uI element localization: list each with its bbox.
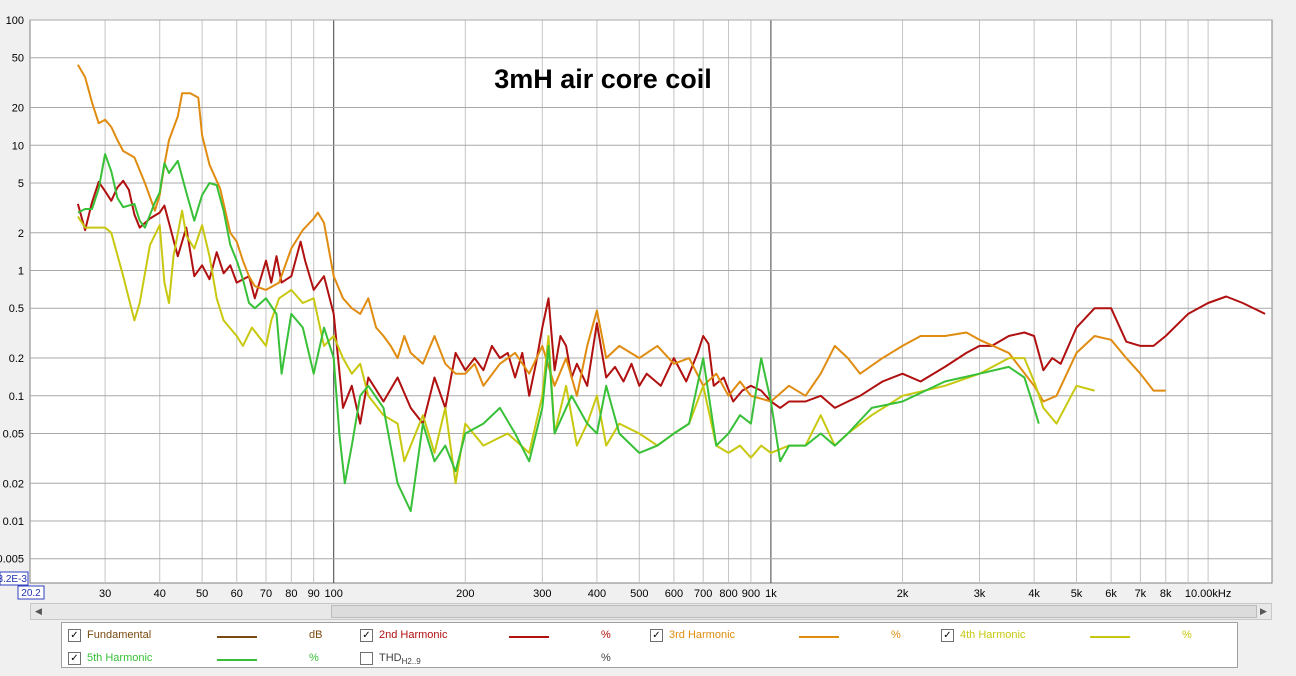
legend-label: Fundamental <box>87 629 152 641</box>
x-tick-label: 700 <box>694 588 712 600</box>
series-line-3rd-harmonic <box>77 64 1166 403</box>
series-line-5th-harmonic <box>77 153 1040 513</box>
series-line-4th-harmonic <box>77 209 1095 485</box>
y-tick-label: 0.1 <box>9 391 24 403</box>
legend-swatch <box>217 659 257 661</box>
x-tick-label: 800 <box>719 588 737 600</box>
y-tick-label: 0.02 <box>3 478 24 490</box>
y-tick-label: 0.2 <box>9 353 24 365</box>
y-tick-label: 20 <box>12 103 24 115</box>
x-tick-label: 40 <box>154 588 166 600</box>
legend-unit: % <box>601 652 611 664</box>
legend-swatch <box>1090 636 1130 638</box>
x-tick-label: 10.00kHz <box>1185 588 1231 600</box>
x-tick-label: 300 <box>533 588 551 600</box>
x-tick-label: 900 <box>742 588 760 600</box>
legend-item-fundamental[interactable]: ✓ Fundamental dB <box>68 627 338 645</box>
y-tick-label: 0.01 <box>3 516 24 528</box>
x-tick-label: 500 <box>630 588 648 600</box>
checkbox-4th-harmonic[interactable]: ✓ <box>941 629 954 642</box>
chart-plot-area: 100 50 20 10 5 2 1 0.5 0.2 0.1 0.05 0.02 0.01 0.005 3… <box>0 15 1273 600</box>
legend-swatch <box>509 636 549 638</box>
legend-label: 5th Harmonic <box>87 652 153 664</box>
checkbox-2nd-harmonic[interactable]: ✓ <box>360 629 373 642</box>
x-tick-label: 6k <box>1105 588 1117 600</box>
x-tick-label: 30 <box>99 588 111 600</box>
y-tick-label: 0.005 <box>0 554 24 566</box>
x-tick-label: 60 <box>231 588 243 600</box>
scroll-right-arrow-icon[interactable]: ▶ <box>1260 606 1267 616</box>
legend-swatch <box>217 636 257 638</box>
legend-item-thd[interactable]: THDH2..9 % <box>360 650 630 668</box>
x-tick-label: 400 <box>588 588 606 600</box>
legend-label: THDH2..9 <box>379 652 421 667</box>
x-tick-label: 8k <box>1160 588 1172 600</box>
x-tick-label: 600 <box>665 588 683 600</box>
legend-unit: dB <box>309 629 323 641</box>
legend-unit: % <box>601 629 611 641</box>
y-tick-label: 100 <box>6 15 24 27</box>
checkbox-thd[interactable] <box>360 652 373 665</box>
legend-label: 4th Harmonic <box>960 629 1026 641</box>
y-tick-label: 0.5 <box>9 303 24 315</box>
x-tick-label: 7k <box>1135 588 1147 600</box>
scroll-thumb[interactable] <box>331 605 1257 618</box>
y-bottom-box[interactable] <box>0 571 29 586</box>
plot-background <box>29 19 1273 584</box>
y-tick-label: 50 <box>12 53 24 65</box>
y-tick-label: 0.05 <box>3 428 24 440</box>
x-tick-label: 80 <box>285 588 297 600</box>
legend-unit: % <box>309 652 319 664</box>
series-lines <box>76 64 1266 513</box>
x-axis-labels: 30 40 50 60 70 80 90 100 200 300 400 500 600 700 800 90… <box>99 588 1231 600</box>
horizontal-scrollbar[interactable]: ◀ ▶ <box>30 603 1272 620</box>
legend-label: 3rd Harmonic <box>669 629 736 641</box>
checkbox-fundamental[interactable]: ✓ <box>68 629 81 642</box>
x-tick-label: 90 <box>308 588 320 600</box>
y-bottom-label: 3.2E-3 <box>0 574 27 585</box>
legend-item-2nd-harmonic[interactable]: ✓ 2nd Harmonic % <box>360 627 630 645</box>
legend-panel: ✓ Fundamental dB ✓ 2nd Harmonic % ✓ 3rd … <box>61 622 1238 668</box>
y-tick-label: 10 <box>12 140 24 152</box>
scroll-left-arrow-icon[interactable]: ◀ <box>35 606 42 616</box>
x-tick-label: 100 <box>325 588 343 600</box>
x-tick-label: 1k <box>765 588 777 600</box>
legend-swatch <box>799 636 839 638</box>
legend-item-5th-harmonic[interactable]: ✓ 5th Harmonic % <box>68 650 338 668</box>
chart-title: 3mH air core coil <box>494 64 712 94</box>
grid-lines <box>30 19 1272 583</box>
legend-unit: % <box>891 629 901 641</box>
checkbox-5th-harmonic[interactable]: ✓ <box>68 652 81 665</box>
x-tick-label: 70 <box>260 588 272 600</box>
checkbox-3rd-harmonic[interactable]: ✓ <box>650 629 663 642</box>
legend-unit: % <box>1182 629 1192 641</box>
x-tick-label: 4k <box>1028 588 1040 600</box>
x-tick-label: 3k <box>974 588 986 600</box>
x-start-label: 20.2 <box>21 588 41 599</box>
y-axis-labels: 100 50 20 10 5 2 1 0.5 0.2 0.1 0.05 0.02 0.01 0.005 <box>0 15 24 566</box>
legend-item-3rd-harmonic[interactable]: ✓ 3rd Harmonic % <box>650 627 920 645</box>
x-tick-label: 50 <box>196 588 208 600</box>
x-tick-label: 5k <box>1071 588 1083 600</box>
legend-label: 2nd Harmonic <box>379 629 448 641</box>
y-tick-label: 2 <box>18 228 24 240</box>
x-tick-label: 200 <box>456 588 474 600</box>
y-tick-label: 1 <box>18 266 24 278</box>
legend-item-4th-harmonic[interactable]: ✓ 4th Harmonic % <box>941 627 1211 645</box>
x-tick-label: 2k <box>897 588 909 600</box>
x-start-box[interactable] <box>17 585 45 600</box>
y-tick-label: 5 <box>18 178 24 190</box>
